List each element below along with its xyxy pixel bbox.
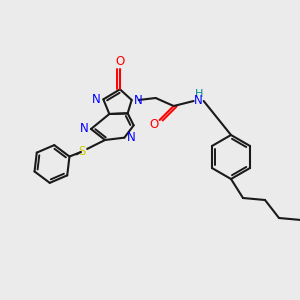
Text: N: N xyxy=(80,122,88,136)
Text: O: O xyxy=(149,118,158,131)
Text: N: N xyxy=(92,93,101,106)
Text: S: S xyxy=(78,145,85,158)
Text: O: O xyxy=(116,55,124,68)
Text: H: H xyxy=(194,89,203,99)
Text: N: N xyxy=(134,94,143,106)
Text: N: N xyxy=(127,131,136,144)
Text: N: N xyxy=(194,94,203,107)
